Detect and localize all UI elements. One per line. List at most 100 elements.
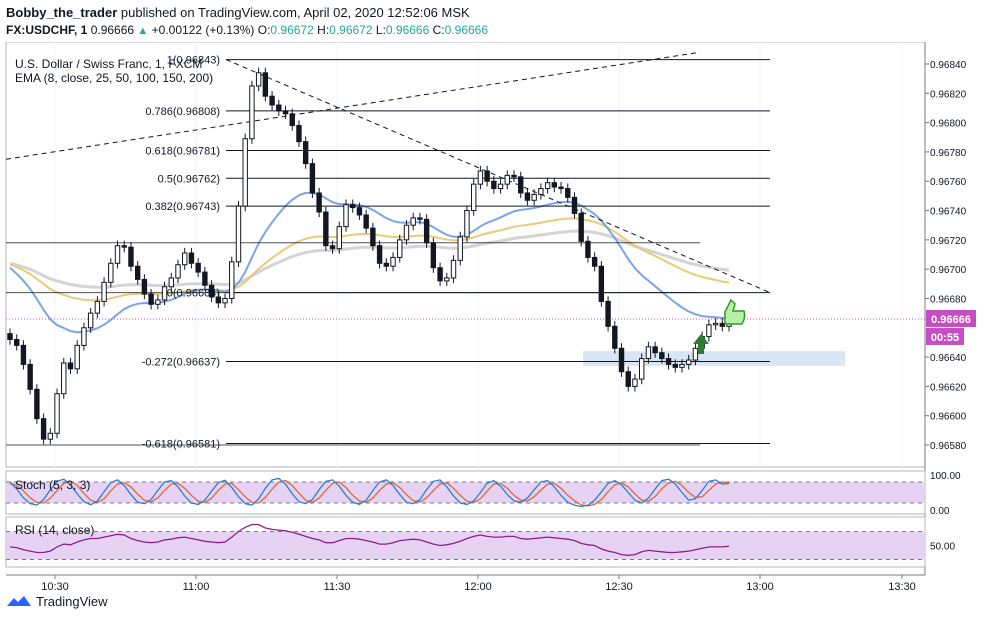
candle-body[interactable] xyxy=(370,227,376,247)
candle-body[interactable] xyxy=(544,182,551,190)
candle-body[interactable] xyxy=(383,262,390,267)
tradingview-logo-icon[interactable] xyxy=(6,594,32,608)
candle-body[interactable] xyxy=(558,186,564,190)
candle-body[interactable] xyxy=(356,207,363,216)
candle-body[interactable] xyxy=(182,252,188,266)
candle-body[interactable] xyxy=(397,239,403,258)
candle-body[interactable] xyxy=(591,256,598,267)
chart-canvas[interactable]: 1(0.96843) 0.786(0.96808) 0.618(0.96781) 0.… xyxy=(0,42,988,592)
candle-body[interactable] xyxy=(296,125,302,143)
candle-body[interactable] xyxy=(87,312,94,329)
candle-body[interactable] xyxy=(155,299,161,305)
candle-body[interactable] xyxy=(363,214,369,229)
candle-body[interactable] xyxy=(61,362,67,395)
candle-body[interactable] xyxy=(262,72,269,97)
rising-trendline[interactable] xyxy=(5,51,701,160)
candle-body[interactable] xyxy=(491,180,497,190)
candle-body[interactable] xyxy=(477,170,484,185)
candle-body[interactable] xyxy=(141,278,148,295)
candle-body[interactable] xyxy=(423,218,430,244)
candle-body[interactable] xyxy=(605,300,611,327)
candle-body[interactable] xyxy=(350,204,356,209)
candle-body[interactable] xyxy=(229,261,235,299)
candle-body[interactable] xyxy=(578,212,584,242)
candle-body[interactable] xyxy=(672,363,678,368)
candle-body[interactable] xyxy=(134,265,141,280)
candle-body[interactable] xyxy=(7,333,13,341)
candle-body[interactable] xyxy=(316,192,322,213)
candle-body[interactable] xyxy=(20,344,27,365)
candle-body[interactable] xyxy=(645,346,652,360)
candle-body[interactable] xyxy=(255,72,262,87)
candle-body[interactable] xyxy=(450,259,457,279)
brand-text[interactable]: TradingView xyxy=(36,593,108,609)
candle-body[interactable] xyxy=(376,245,383,264)
candle-body[interactable] xyxy=(302,141,309,165)
main-pane[interactable] xyxy=(5,42,926,468)
candle-body[interactable] xyxy=(81,327,87,346)
candle-body[interactable] xyxy=(121,245,127,248)
candle-body[interactable] xyxy=(403,224,410,241)
candle-body[interactable] xyxy=(27,363,33,390)
candle-body[interactable] xyxy=(128,246,134,267)
author-name[interactable]: Bobby_the_trader xyxy=(6,5,118,20)
candle-body[interactable] xyxy=(444,277,450,282)
candle-body[interactable] xyxy=(309,163,316,194)
candle-body[interactable] xyxy=(34,388,40,420)
candle-body[interactable] xyxy=(470,183,477,212)
candle-body[interactable] xyxy=(242,138,248,207)
candle-body[interactable] xyxy=(249,85,255,140)
candle-body[interactable] xyxy=(222,297,228,304)
candle-body[interactable] xyxy=(679,363,685,368)
candle-body[interactable] xyxy=(625,371,631,387)
candle-body[interactable] xyxy=(511,174,517,178)
candle-body[interactable] xyxy=(531,193,537,201)
candle-body[interactable] xyxy=(410,217,416,226)
candle-body[interactable] xyxy=(74,344,80,370)
candle-body[interactable] xyxy=(208,284,215,298)
candle-body[interactable] xyxy=(202,271,208,286)
candle-body[interactable] xyxy=(665,358,672,365)
candle-body[interactable] xyxy=(329,245,336,250)
candle-body[interactable] xyxy=(323,211,329,247)
candle-body[interactable] xyxy=(289,113,295,127)
candle-body[interactable] xyxy=(659,352,665,360)
thumbs-up-icon[interactable] xyxy=(724,298,746,325)
candle-body[interactable] xyxy=(686,359,692,365)
candle-body[interactable] xyxy=(719,322,726,327)
candle-body[interactable] xyxy=(67,362,74,370)
candle-body[interactable] xyxy=(612,325,618,349)
candle-body[interactable] xyxy=(94,300,101,314)
candle-body[interactable] xyxy=(464,210,470,238)
candle-body[interactable] xyxy=(168,277,174,288)
candle-body[interactable] xyxy=(618,347,625,373)
candle-body[interactable] xyxy=(195,262,201,273)
candle-body[interactable] xyxy=(484,170,490,182)
candle-body[interactable] xyxy=(524,192,531,201)
arrow-up-icon[interactable] xyxy=(693,334,709,354)
candle-body[interactable] xyxy=(108,262,114,283)
candle-body[interactable] xyxy=(47,432,54,440)
candle-body[interactable] xyxy=(598,265,605,302)
candle-body[interactable] xyxy=(390,256,396,267)
candle-body[interactable] xyxy=(40,418,47,440)
candle-body[interactable] xyxy=(430,242,437,269)
candle-body[interactable] xyxy=(148,293,154,305)
candle-body[interactable] xyxy=(188,252,195,264)
candle-body[interactable] xyxy=(101,281,107,302)
candle-body[interactable] xyxy=(276,104,282,112)
candle-body[interactable] xyxy=(215,296,222,304)
candle-body[interactable] xyxy=(504,174,510,185)
candle-body[interactable] xyxy=(565,188,571,198)
candle-body[interactable] xyxy=(54,393,60,434)
candle-body[interactable] xyxy=(161,286,168,301)
candle-body[interactable] xyxy=(638,358,645,380)
candle-body[interactable] xyxy=(282,110,289,115)
candle-body[interactable] xyxy=(538,188,544,195)
candle-body[interactable] xyxy=(14,339,20,346)
candle-body[interactable] xyxy=(235,205,242,263)
candle-body[interactable] xyxy=(175,264,181,279)
candle-body[interactable] xyxy=(632,378,638,387)
candle-body[interactable] xyxy=(706,324,712,338)
candle-body[interactable] xyxy=(457,236,463,261)
